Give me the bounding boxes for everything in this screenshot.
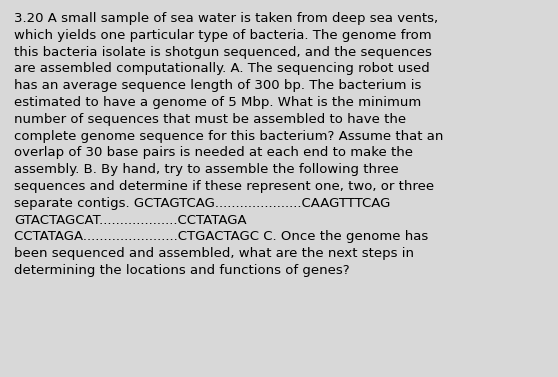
Text: 3.20 A small sample of sea water is taken from deep sea vents,
which yields one : 3.20 A small sample of sea water is take… — [14, 12, 444, 277]
